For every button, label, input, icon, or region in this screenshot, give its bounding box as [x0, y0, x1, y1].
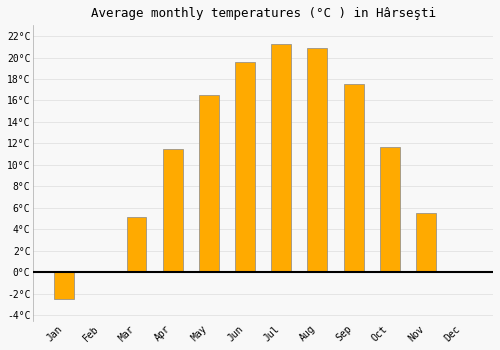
Bar — [308, 48, 328, 272]
Bar — [416, 213, 436, 272]
Bar — [162, 149, 182, 272]
Bar — [126, 217, 146, 272]
Bar — [54, 272, 74, 299]
Bar — [272, 43, 291, 272]
Bar — [344, 84, 363, 272]
Title: Average monthly temperatures (°C ) in Hârseşti: Average monthly temperatures (°C ) in Hâ… — [90, 7, 436, 20]
Bar — [380, 147, 400, 272]
Bar — [199, 95, 219, 272]
Bar — [235, 62, 255, 272]
